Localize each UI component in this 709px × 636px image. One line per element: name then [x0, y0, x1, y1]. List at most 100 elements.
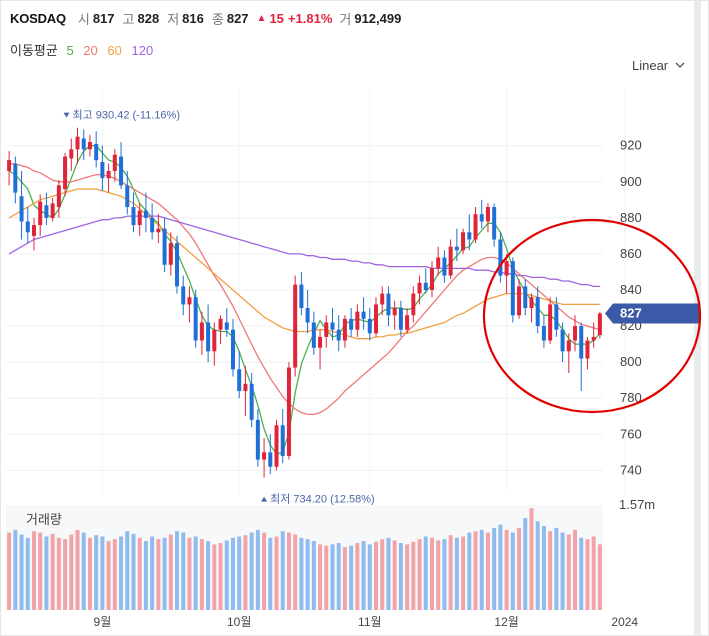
candle-body — [498, 239, 503, 276]
candle-body — [454, 246, 459, 251]
candle-body — [461, 232, 466, 251]
price-tick-label: 920 — [620, 138, 642, 153]
volume-bar — [243, 535, 248, 610]
volume-bar — [585, 539, 590, 610]
candle-body — [69, 149, 74, 159]
candle-body — [156, 228, 161, 233]
volume-bar — [318, 544, 323, 610]
candle-body — [13, 163, 18, 193]
candle-body — [143, 210, 148, 218]
volume-bars: 거래량 1.57m — [6, 497, 655, 610]
volume-bar — [280, 531, 285, 610]
time-tick-label: 10월 — [227, 615, 251, 629]
volume-bar — [193, 536, 198, 610]
volume-bar — [255, 529, 260, 610]
candle-body — [318, 336, 323, 348]
price-tick-label: 860 — [620, 246, 642, 261]
candle-body — [591, 336, 596, 341]
candlesticks — [7, 127, 602, 478]
up-triangle-icon — [261, 496, 268, 502]
scale-label: Linear — [632, 58, 669, 73]
candle-body — [423, 282, 428, 290]
candle-body — [249, 383, 254, 420]
candle-body — [112, 154, 117, 171]
candle-body — [405, 315, 410, 330]
time-axis: 9월10월11월12월20242월 — [94, 615, 639, 629]
candle-body — [380, 293, 385, 305]
volume-bar — [411, 541, 416, 610]
volume-bar — [579, 537, 584, 610]
volume-max-label: 1.57m — [619, 497, 655, 512]
candle-body — [398, 308, 403, 330]
volume-bar — [224, 540, 229, 610]
volume-bar — [442, 539, 447, 610]
candle-body — [7, 160, 12, 171]
candle-body — [411, 293, 416, 316]
volume-bar — [529, 508, 534, 610]
volume-bar — [94, 535, 99, 610]
volume-bar — [268, 537, 273, 610]
scale-dropdown[interactable]: Linear — [632, 58, 685, 73]
volume-bar — [355, 543, 360, 610]
ma-120-label[interactable]: 120 — [131, 43, 154, 58]
price-tick-label: 780 — [620, 390, 642, 405]
price-tick-label: 880 — [620, 210, 642, 225]
candle-body — [510, 261, 515, 316]
chevron-down-icon — [675, 62, 685, 68]
volume-bar — [44, 536, 49, 610]
volume-bar — [461, 536, 466, 610]
candle-body — [75, 136, 80, 150]
volume-bar — [566, 534, 571, 610]
candle-body — [579, 326, 584, 359]
candle-body — [31, 225, 36, 236]
volume-panel-background — [6, 505, 603, 610]
volume-label: 거 — [339, 11, 352, 27]
highlight-circle — [482, 218, 702, 414]
volume-bar — [541, 526, 546, 610]
volume-bar — [448, 535, 453, 610]
low-value: 816 — [182, 10, 204, 26]
ma-60-label[interactable]: 60 — [107, 43, 122, 58]
ma-5-label[interactable]: 5 — [66, 43, 74, 58]
price-tick-label: 760 — [620, 426, 642, 441]
open-value: 817 — [92, 10, 115, 26]
candle-body — [361, 311, 366, 319]
candle-body — [119, 156, 124, 186]
volume-panel-title: 거래량 — [26, 512, 62, 527]
candle-body — [467, 232, 472, 240]
volume-bar — [63, 539, 68, 610]
volume-bar — [162, 537, 167, 610]
candle-body — [560, 329, 565, 352]
time-tick-label: 9월 — [94, 615, 112, 629]
volume-bar — [523, 518, 528, 610]
candle-body — [243, 383, 248, 391]
candle-body — [573, 326, 578, 341]
candle-body — [548, 304, 553, 341]
ma-20-label[interactable]: 20 — [83, 43, 98, 58]
price-tick-label: 840 — [620, 282, 642, 297]
volume-bar — [137, 537, 142, 610]
candle-body — [274, 425, 279, 467]
open-label: 시 — [77, 11, 90, 27]
candle-body — [56, 185, 61, 208]
candle-body — [311, 322, 316, 348]
moving-average-legend: 이동평균 5 20 60 120 — [10, 40, 159, 59]
close-label: 종 — [211, 11, 224, 27]
price-tick-label: 900 — [620, 174, 642, 189]
candle-body — [268, 452, 273, 467]
volume-bar — [510, 532, 515, 610]
volume-bar — [125, 531, 130, 610]
candle-body — [342, 318, 347, 341]
volume-bar — [417, 539, 422, 610]
candle-body — [199, 322, 204, 341]
volume-bar — [69, 534, 74, 610]
volume-bar — [492, 527, 497, 610]
volume-bar — [591, 536, 596, 610]
volume-bar — [299, 537, 304, 610]
volume-bar — [349, 545, 354, 610]
volume-bar — [119, 536, 124, 610]
candle-body — [293, 284, 298, 368]
quote-header: KOSDAQ 시 817 고 828 저 816 종 827 ▲ 15 +1.8… — [10, 8, 409, 28]
volume-bar — [517, 527, 522, 610]
